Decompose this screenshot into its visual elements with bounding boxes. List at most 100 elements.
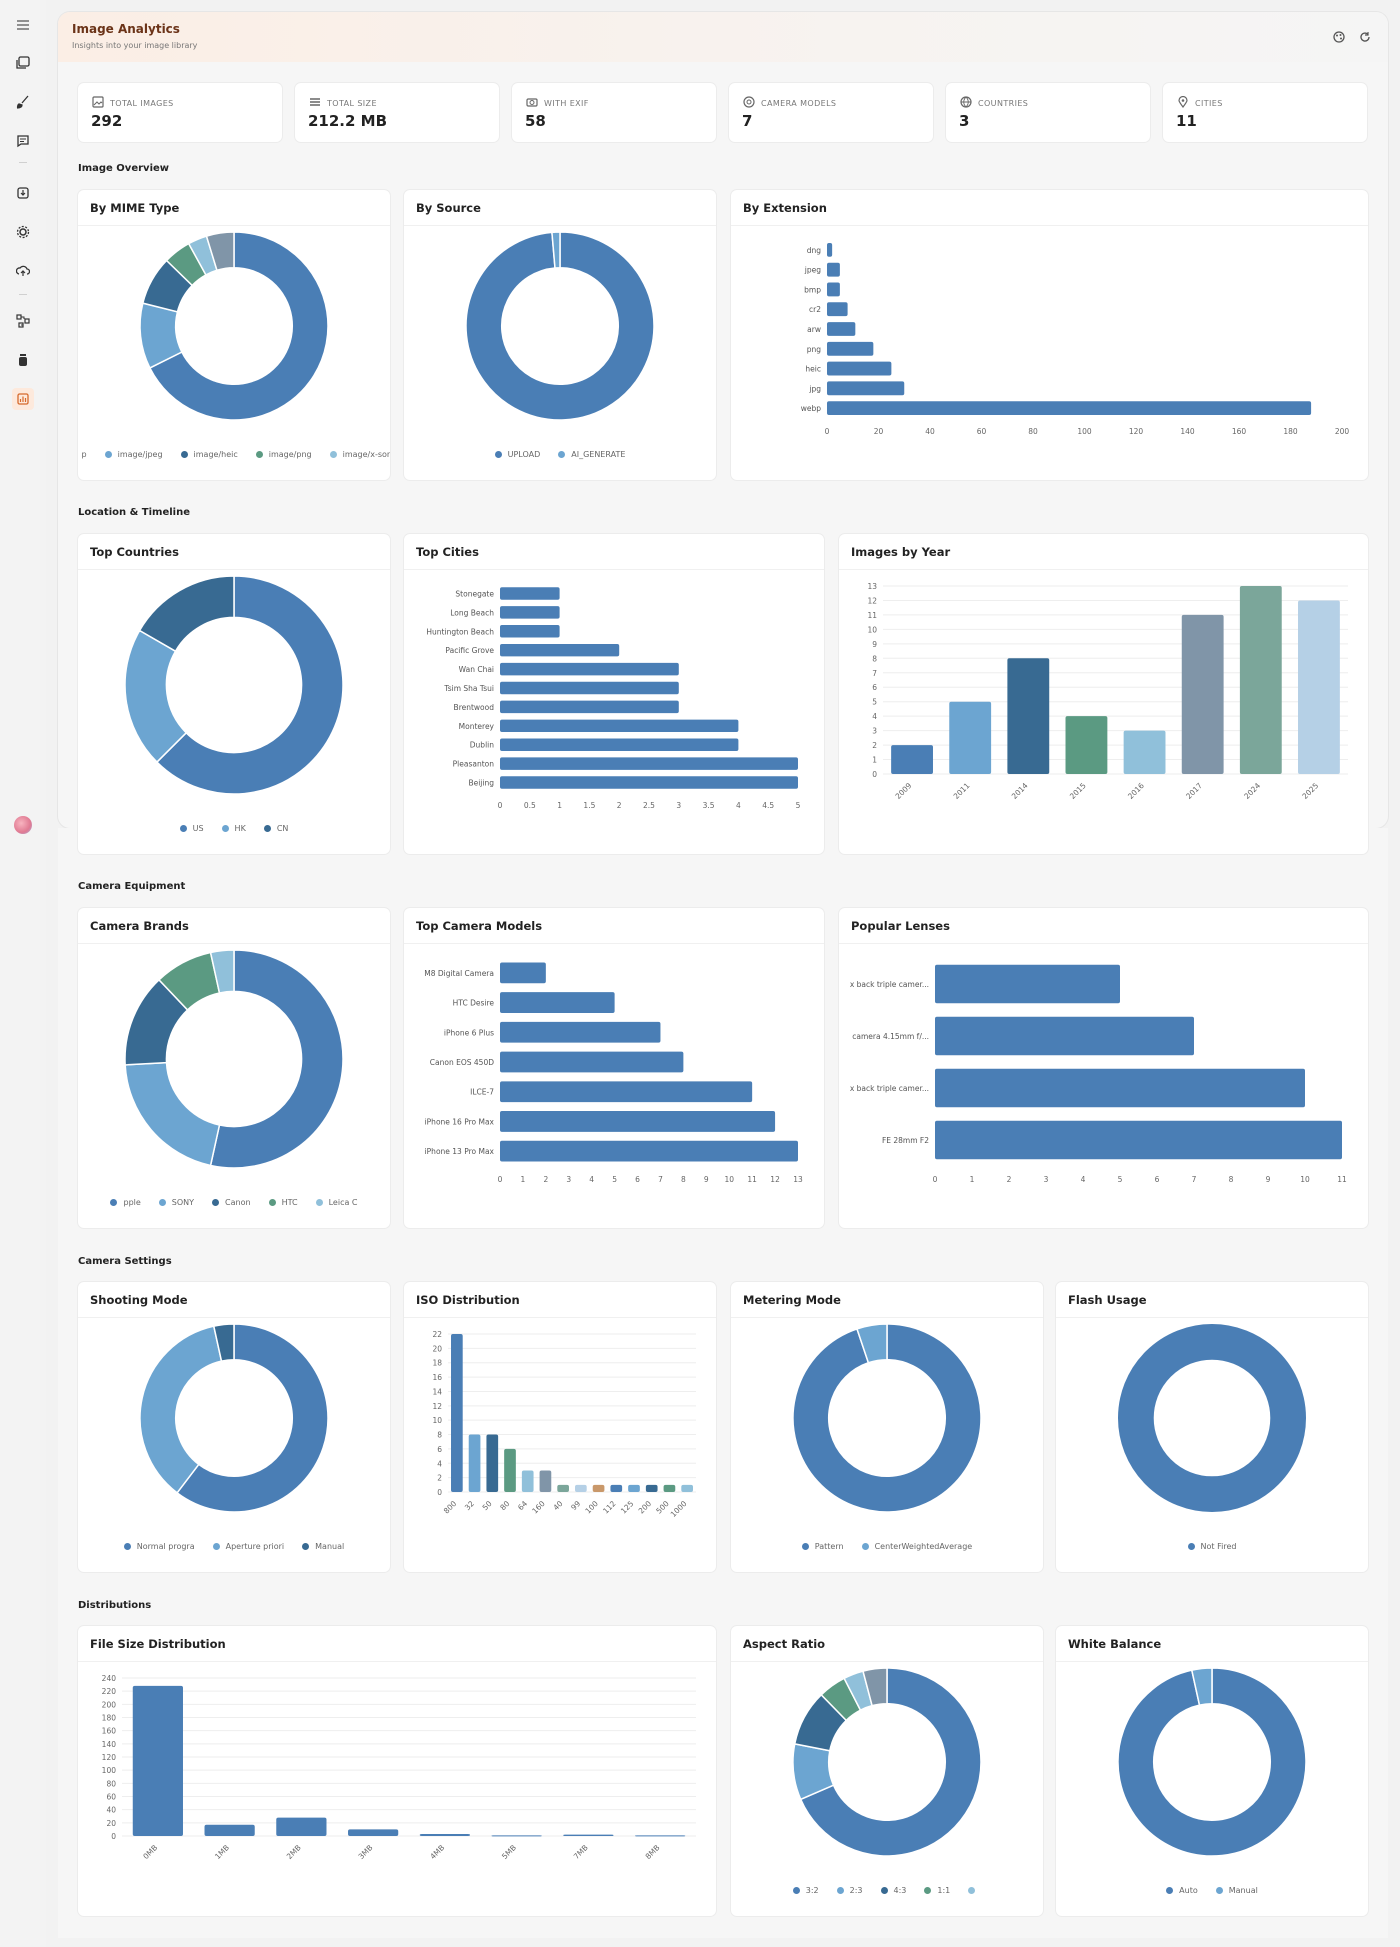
bar[interactable] [451,1334,463,1492]
legend-item[interactable]: 3:2 [792,1884,819,1896]
legend-item[interactable]: image/heic [180,448,238,460]
bar[interactable] [563,1834,614,1836]
bar[interactable] [681,1484,693,1492]
bar[interactable] [935,1120,1342,1160]
bar[interactable] [592,1484,605,1492]
bar[interactable] [827,401,1312,416]
menu-icon[interactable] [15,17,31,33]
pie-slice[interactable] [862,1667,888,1707]
legend-item[interactable]: p [78,448,87,460]
brush-icon[interactable] [15,94,31,110]
pie-slice[interactable] [465,231,655,421]
palette-icon[interactable] [1333,31,1345,43]
pie-slice[interactable] [155,575,344,795]
bar[interactable] [500,962,546,984]
bar[interactable] [1298,600,1340,774]
bar[interactable] [500,738,739,751]
legend-item[interactable]: 4:3 [880,1884,906,1896]
bar[interactable] [500,1111,776,1132]
avatar[interactable] [14,816,32,834]
legend-item[interactable]: image/png [255,448,312,460]
pie-slice[interactable] [1117,1667,1307,1857]
legend-item[interactable]: Auto [1166,1884,1198,1896]
bar[interactable] [500,587,560,600]
legend-item[interactable]: SONY [158,1196,194,1208]
legend-item[interactable]: 2:3 [836,1884,863,1896]
legend-item[interactable]: Not Fired [1187,1540,1236,1552]
legend-item[interactable]: Leica C [315,1196,358,1208]
bar[interactable] [500,1081,753,1103]
bar[interactable] [610,1484,623,1492]
bar[interactable] [500,1140,798,1162]
bar[interactable] [827,381,905,396]
bar[interactable] [486,1434,499,1492]
bar[interactable] [500,681,679,695]
bar[interactable] [891,745,933,774]
analytics-icon[interactable] [12,388,34,410]
legend-item[interactable]: image/x-sony- [329,448,390,460]
pie-slice[interactable] [176,1323,329,1513]
bar[interactable] [468,1434,481,1492]
import-icon[interactable] [15,185,31,201]
bar[interactable] [521,1470,534,1492]
bar[interactable] [132,1685,183,1836]
bar[interactable] [827,262,840,277]
bar[interactable] [1239,586,1282,774]
pie-slice[interactable] [799,1667,982,1857]
bar[interactable] [1007,658,1050,774]
legend-item[interactable]: AI_GENERATE [558,448,625,460]
pie-slice[interactable] [856,1323,888,1364]
bar[interactable] [500,992,615,1013]
bar[interactable] [348,1829,399,1836]
pie-slice[interactable] [205,231,235,272]
jar-icon[interactable] [15,352,31,368]
bar[interactable] [1065,716,1108,774]
bar[interactable] [491,1835,542,1837]
bar[interactable] [827,282,840,297]
bar[interactable] [500,700,679,714]
bar[interactable] [935,1016,1194,1056]
pie-slice[interactable] [138,575,235,653]
legend-item[interactable]: UPLOAD [494,448,540,460]
bar[interactable] [827,242,833,257]
legend-item[interactable]: CN [263,822,288,834]
pie-slice[interactable] [212,1323,235,1362]
bar[interactable] [500,1021,661,1043]
settings-gear-icon[interactable] [15,224,31,240]
chat-icon[interactable] [15,133,31,149]
legend-item[interactable]: Aperture priori [212,1540,284,1552]
legend-item[interactable]: 1:1 [924,1884,950,1896]
upload-cloud-icon[interactable] [15,263,31,279]
bar[interactable] [935,964,1120,1004]
bar[interactable] [645,1484,658,1492]
bar[interactable] [1181,614,1224,774]
pie-slice[interactable] [1118,1324,1306,1512]
legend-item[interactable]: HK [221,822,246,834]
pie-slice[interactable] [792,1323,982,1513]
pie-slice[interactable] [139,1325,223,1494]
bar[interactable] [575,1484,587,1492]
legend-item[interactable]: Manual [1215,1884,1258,1896]
bar[interactable] [539,1470,552,1492]
workflow-icon[interactable] [15,313,31,329]
bar[interactable] [500,1051,684,1073]
gallery-icon[interactable] [15,55,31,71]
bar[interactable] [935,1068,1305,1108]
bar[interactable] [663,1484,676,1492]
bar[interactable] [500,643,620,657]
bar[interactable] [827,322,856,336]
bar[interactable] [500,625,560,638]
pie-slice[interactable] [124,1061,221,1167]
legend-item[interactable]: pple [110,1196,141,1208]
bar[interactable] [949,701,992,774]
pie-slice[interactable] [551,231,561,269]
bar[interactable] [500,776,798,789]
legend-item[interactable]: CenterWeightedAverage [861,1540,972,1552]
bar[interactable] [827,302,848,317]
bar[interactable] [557,1484,569,1492]
legend-item[interactable]: Canon [212,1196,251,1208]
legend-item[interactable]: US [179,822,204,834]
refresh-icon[interactable] [1359,31,1371,43]
legend-item[interactable]: Pattern [801,1540,844,1552]
bar[interactable] [635,1835,686,1837]
